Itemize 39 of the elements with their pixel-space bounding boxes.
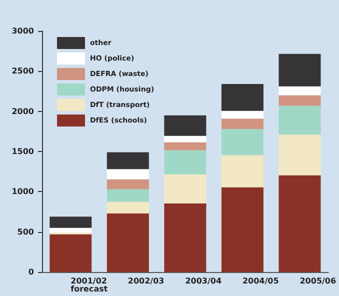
bar <box>164 150 206 174</box>
bar <box>164 115 206 136</box>
bar <box>278 95 321 106</box>
bar <box>106 189 149 202</box>
bar <box>278 106 321 135</box>
bar <box>278 175 321 272</box>
bar <box>50 216 92 228</box>
bar <box>221 129 264 156</box>
y-tick-label: 1500 <box>12 147 34 156</box>
bar <box>164 142 206 150</box>
bar <box>106 169 149 180</box>
x-tick-label: 2002/03 <box>128 276 164 286</box>
bar <box>221 84 264 111</box>
x-tick-label: 2001/02 forecast <box>70 276 108 294</box>
bar <box>221 110 264 119</box>
bar <box>106 179 149 190</box>
y-tick-label: 0 <box>28 268 34 276</box>
bar <box>221 118 264 130</box>
bar <box>106 152 149 170</box>
x-tick-label: 2004/05 <box>242 276 280 286</box>
bar <box>164 203 206 272</box>
y-tick-label: 3000 <box>12 26 34 36</box>
bar <box>164 174 206 204</box>
bar <box>278 54 321 86</box>
y-tick-label: 1000 <box>12 187 34 196</box>
bar <box>221 155 264 188</box>
y-tick-label: 500 <box>17 227 34 236</box>
x-tick-label: 2003/04 <box>185 276 222 286</box>
bar <box>221 187 264 272</box>
bar <box>278 134 321 176</box>
bar <box>278 86 321 96</box>
bar <box>106 213 149 272</box>
bar <box>50 228 92 233</box>
y-tick-label: 2500 <box>12 66 34 76</box>
bar <box>106 202 149 214</box>
bar <box>164 136 206 142</box>
bar <box>50 234 92 272</box>
x-tick-label: 2005/06 <box>300 276 336 286</box>
y-tick-label: 2000 <box>12 106 34 116</box>
